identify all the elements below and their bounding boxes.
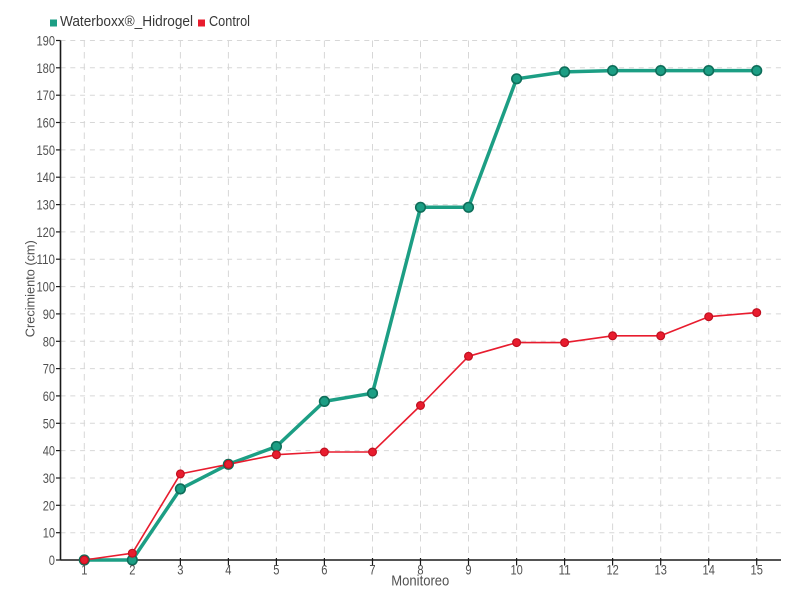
svg-text:5: 5: [273, 562, 279, 578]
svg-text:170: 170: [37, 87, 56, 103]
svg-text:20: 20: [43, 497, 55, 513]
svg-text:11: 11: [558, 562, 570, 578]
svg-text:190: 190: [37, 33, 56, 49]
svg-text:Control: Control: [209, 13, 250, 30]
svg-text:2: 2: [129, 562, 135, 578]
svg-text:50: 50: [43, 415, 55, 431]
svg-text:90: 90: [43, 306, 55, 322]
svg-text:0: 0: [49, 552, 55, 568]
svg-text:1: 1: [81, 562, 87, 578]
svg-text:3: 3: [177, 562, 183, 578]
svg-text:12: 12: [606, 562, 618, 578]
svg-text:15: 15: [751, 562, 763, 578]
svg-text:120: 120: [37, 224, 56, 240]
svg-text:9: 9: [465, 562, 471, 578]
svg-text:7: 7: [369, 562, 375, 578]
svg-text:13: 13: [655, 562, 667, 578]
svg-text:130: 130: [37, 197, 56, 213]
svg-text:70: 70: [43, 361, 55, 377]
svg-text:160: 160: [37, 115, 56, 131]
svg-text:40: 40: [43, 443, 55, 459]
svg-text:Waterboxx®_Hidrogel: Waterboxx®_Hidrogel: [60, 13, 193, 30]
svg-text:30: 30: [43, 470, 55, 486]
svg-text:80: 80: [43, 333, 55, 349]
svg-text:10: 10: [510, 562, 522, 578]
svg-text:100: 100: [37, 279, 56, 295]
svg-text:180: 180: [37, 60, 56, 76]
svg-text:Crecimiento (cm): Crecimiento (cm): [24, 240, 38, 337]
svg-text:8: 8: [417, 562, 423, 578]
svg-text:150: 150: [37, 142, 56, 158]
svg-text:4: 4: [225, 562, 231, 578]
svg-text:Monitoreo: Monitoreo: [391, 573, 449, 590]
svg-text:140: 140: [37, 169, 56, 185]
svg-text:6: 6: [321, 562, 327, 578]
svg-text:60: 60: [43, 388, 55, 404]
svg-text:10: 10: [43, 525, 55, 541]
svg-text:110: 110: [37, 251, 56, 267]
svg-text:14: 14: [703, 562, 715, 578]
